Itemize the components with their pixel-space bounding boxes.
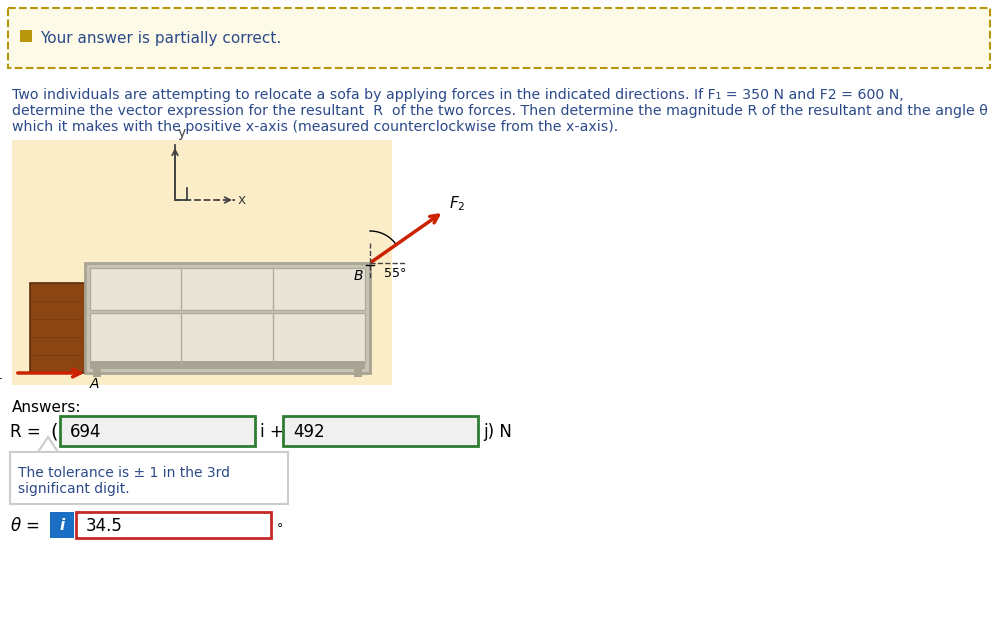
Text: (: ( [50,423,58,441]
Bar [50,512,74,538]
Bar [90,268,365,310]
Bar [90,361,365,369]
Bar [20,30,32,42]
Bar [10,452,288,504]
Text: determine the vector expression for the resultant  R  of the two forces. Then de: determine the vector expression for the … [12,104,988,118]
Text: i: i [59,519,65,534]
Bar [60,416,255,446]
Text: R =: R = [10,423,46,441]
Polygon shape [38,437,58,452]
Text: significant digit.: significant digit. [18,482,130,496]
Text: The tolerance is ± 1 in the 3rd: The tolerance is ± 1 in the 3rd [18,466,230,480]
Text: i +: i + [260,423,284,441]
Text: $\theta$ =: $\theta$ = [10,517,40,535]
Bar [30,283,85,373]
Text: 694: 694 [70,423,102,441]
Text: A: A [90,377,100,391]
Bar [85,263,370,373]
Text: Your answer is partially correct.: Your answer is partially correct. [40,31,281,46]
Text: which it makes with the positive x-axis (measured counterclockwise from the x-ax: which it makes with the positive x-axis … [12,120,618,134]
Text: x: x [238,193,246,207]
Bar [8,8,990,68]
Bar [93,369,101,377]
Text: 492: 492 [293,423,325,441]
Text: B: B [354,269,364,283]
Text: Two individuals are attempting to relocate a sofa by applying forces in the indi: Two individuals are attempting to reloca… [12,88,904,102]
Text: $F_1$: $F_1$ [0,364,3,382]
Text: y: y [178,126,186,140]
Bar [76,512,271,538]
Bar [90,313,365,363]
Bar [354,369,362,377]
Text: j) N: j) N [483,423,512,441]
Text: °: ° [277,522,283,535]
Text: Answers:: Answers: [12,400,82,415]
Bar [283,416,478,446]
Text: $F_2$: $F_2$ [449,194,465,213]
Text: 34.5: 34.5 [86,517,123,535]
Text: 55°: 55° [384,267,406,280]
Bar [12,140,392,385]
Bar [8,8,990,68]
